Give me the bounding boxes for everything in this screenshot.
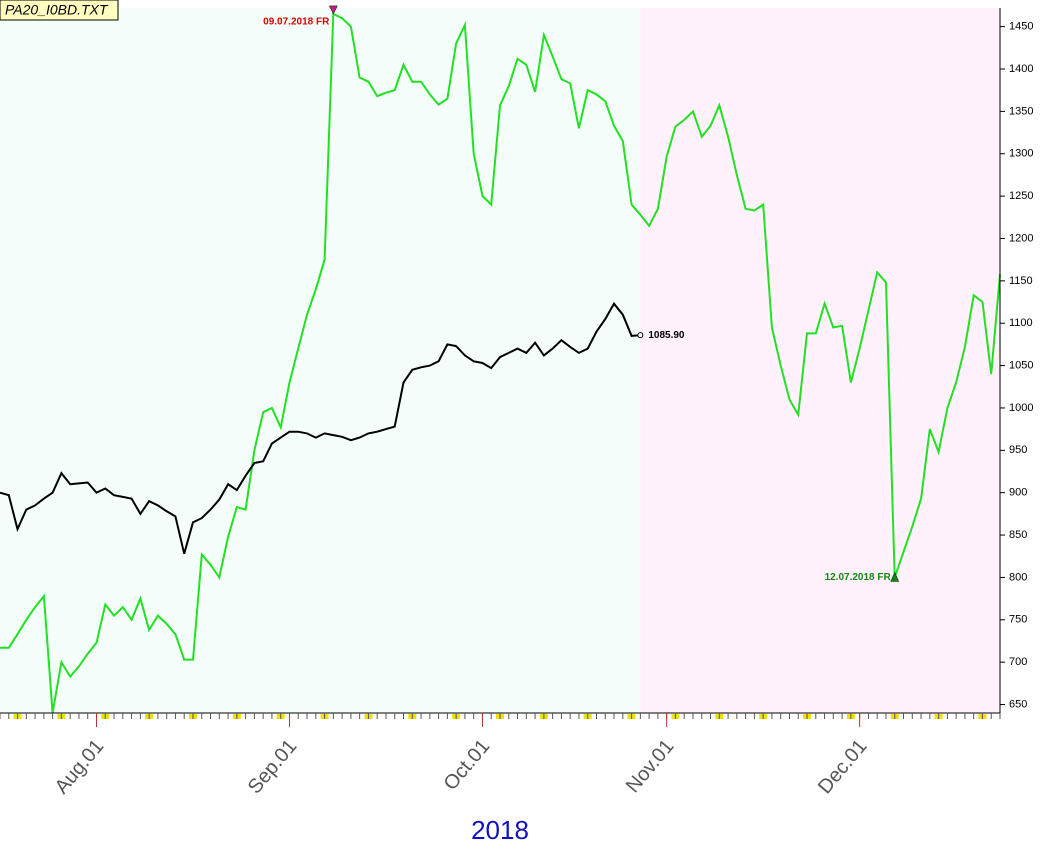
chart-title: PA20_I0BD.TXT xyxy=(5,2,109,18)
zone-history xyxy=(0,8,641,713)
y-tick-label: 1050 xyxy=(1009,359,1033,371)
title-box xyxy=(0,0,119,21)
y-tick-label: 900 xyxy=(1009,487,1027,499)
zone-forecast xyxy=(640,8,1000,713)
y-tick-label: 1350 xyxy=(1009,105,1033,117)
y-tick-label: 1200 xyxy=(1009,232,1033,244)
y-tick-label: 750 xyxy=(1009,614,1027,626)
y-tick-label: 1400 xyxy=(1009,63,1033,75)
y-tick-label: 650 xyxy=(1009,698,1027,710)
series-line xyxy=(0,12,1001,714)
series-line xyxy=(0,301,641,554)
peak-marker xyxy=(328,5,338,15)
y-tick-label: 1300 xyxy=(1009,148,1033,160)
y-tick-label: 1250 xyxy=(1009,190,1033,202)
end-marker xyxy=(637,332,644,339)
trough-marker xyxy=(890,571,900,582)
y-tick-label: 1150 xyxy=(1009,275,1033,287)
y-tick-label: 850 xyxy=(1009,529,1027,541)
plot-background xyxy=(0,8,1000,713)
y-tick-label: 1100 xyxy=(1009,317,1033,329)
annotation: 09.07.2018 FR xyxy=(263,17,330,28)
y-tick-label: 700 xyxy=(1009,656,1027,668)
annotation: 12.07.2018 FR xyxy=(825,572,892,583)
y-tick-label: 950 xyxy=(1009,444,1027,456)
x-axis-label: 2018 xyxy=(471,815,529,845)
y-tick-label: 800 xyxy=(1009,571,1027,583)
y-tick-label: 1450 xyxy=(1009,21,1033,33)
plot xyxy=(0,12,1001,714)
annotation: 1085.90 xyxy=(648,330,685,341)
y-tick-label: 1000 xyxy=(1009,402,1033,414)
